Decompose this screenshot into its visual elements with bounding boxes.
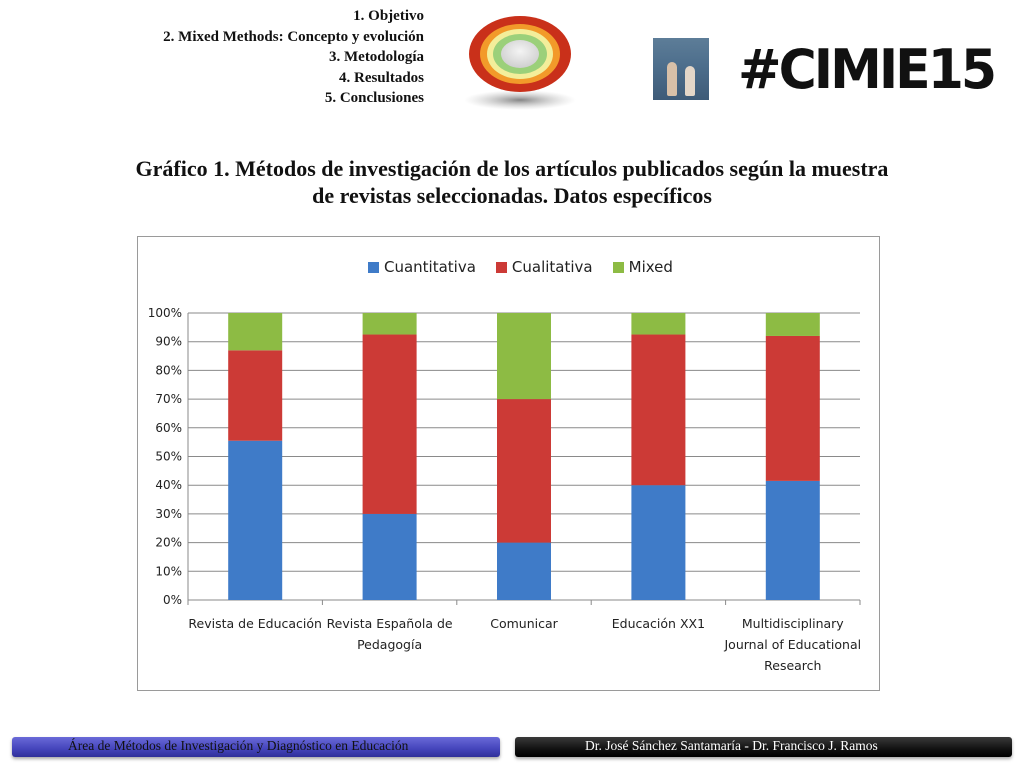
legend-swatch-cuantitativa [368, 261, 379, 273]
chart-title-line1: Gráfico 1. Métodos de investigación de l… [135, 156, 889, 181]
photo-thumbnail [653, 38, 709, 100]
footer-right-text: Dr. José Sánchez Santamaría - Dr. Franci… [585, 738, 878, 753]
legend-item-cualitativa: Cualitativa [495, 258, 593, 276]
legend-swatch-mixed [612, 261, 624, 273]
footer-right-bar: Dr. José Sánchez Santamaría - Dr. Franci… [515, 737, 1012, 757]
chart-frame [137, 236, 880, 691]
legend-item-mixed: Mixed [612, 258, 673, 276]
outline-menu: 1. Objetivo 2. Mixed Methods: Concepto y… [24, 6, 424, 109]
legend-swatch-cualitativa [495, 261, 507, 273]
menu-item-objetivo[interactable]: 1. Objetivo [353, 8, 424, 24]
chart-title-line2: de revistas seleccionadas. Datos específ… [312, 183, 712, 208]
legend-label-cualitativa: Cualitativa [511, 258, 593, 276]
legend-label-mixed: Mixed [628, 258, 673, 276]
footer-left-bar: Área de Métodos de Investigación y Diagn… [12, 737, 500, 757]
legend-label-cuantitativa: Cuantitativa [384, 258, 476, 276]
legend-item-cuantitativa: Cuantitativa [368, 258, 476, 276]
chart-legend: Cuantitativa Cualitativa Mixed [368, 258, 673, 276]
hashtag-logo: #CIMIE15 [738, 38, 997, 102]
menu-item-metodologia[interactable]: 3. Metodología [329, 49, 424, 65]
menu-item-resultados[interactable]: 4. Resultados [338, 69, 424, 86]
chart-title: Gráfico 1. Métodos de investigación de l… [30, 155, 994, 209]
menu-item-conclusiones[interactable]: 5. Conclusiones [324, 90, 424, 106]
footer-left-text: Área de Métodos de Investigación y Diagn… [68, 738, 409, 753]
ring-logo-icon [464, 16, 576, 110]
menu-item-mixed-methods[interactable]: 2. Mixed Methods: Concepto y evolución [163, 28, 424, 45]
